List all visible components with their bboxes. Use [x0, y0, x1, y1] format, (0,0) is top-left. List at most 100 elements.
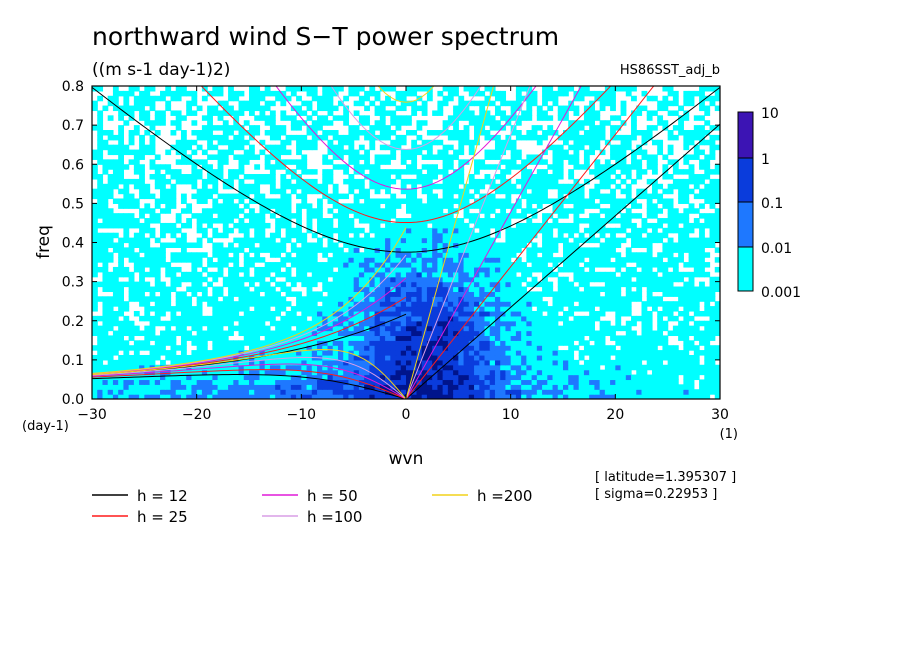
- spectrum-cell: [353, 164, 360, 170]
- spectrum-cell: [583, 164, 590, 170]
- spectrum-cell: [180, 335, 187, 341]
- spectrum-cell: [521, 335, 527, 341]
- spectrum-cell: [238, 345, 245, 351]
- spectrum-cell: [683, 286, 690, 293]
- spectrum-cell: [301, 178, 308, 185]
- spectrum-cell: [563, 296, 569, 302]
- spectrum-cell: [243, 237, 250, 244]
- spectrum-cell: [641, 306, 648, 312]
- spectrum-cell: [557, 183, 564, 190]
- spectrum-cell: [678, 178, 684, 185]
- spectrum-cell: [144, 144, 151, 151]
- spectrum-cell: [296, 218, 302, 224]
- spectrum-cell: [651, 369, 658, 376]
- spectrum-cell: [474, 350, 480, 356]
- spectrum-cell: [521, 354, 527, 361]
- spectrum-cell: [620, 389, 627, 395]
- spectrum-cell: [170, 384, 177, 390]
- spectrum-cell: [662, 232, 669, 239]
- spectrum-cell: [458, 178, 465, 185]
- spectrum-cell: [337, 222, 344, 229]
- spectrum-cell: [379, 252, 386, 258]
- spectrum-cell: [521, 384, 527, 390]
- spectrum-cell: [578, 340, 585, 346]
- spectrum-cell: [358, 208, 365, 214]
- spectrum-cell: [463, 335, 470, 341]
- spectrum-cell: [683, 374, 690, 381]
- spectrum-cell: [657, 144, 664, 151]
- spectrum-cell: [400, 281, 407, 288]
- spectrum-cell: [683, 178, 690, 185]
- spectrum-cell: [447, 310, 454, 317]
- spectrum-cell: [212, 276, 219, 283]
- spectrum-cell: [416, 301, 423, 307]
- spectrum-cell: [102, 169, 109, 175]
- spectrum-cell: [599, 252, 606, 258]
- spectrum-cell: [458, 247, 465, 253]
- spectrum-cell: [207, 188, 213, 195]
- spectrum-cell: [510, 354, 517, 361]
- spectrum-cell: [395, 266, 402, 273]
- spectrum-cell: [285, 159, 292, 165]
- spectrum-cell: [688, 301, 695, 307]
- spectrum-cell: [249, 188, 255, 195]
- spectrum-cell: [97, 257, 104, 263]
- spectrum-cell: [233, 389, 240, 395]
- spectrum-cell: [458, 394, 465, 399]
- spectrum-cell: [296, 301, 302, 307]
- spectrum-cell: [385, 394, 391, 399]
- spectrum-cell: [133, 218, 140, 224]
- spectrum-cell: [254, 154, 261, 160]
- spectrum-cell: [306, 218, 313, 224]
- spectrum-cell: [693, 222, 700, 229]
- spectrum-cell: [353, 325, 360, 332]
- spectrum-cell: [662, 364, 669, 371]
- spectrum-cell: [337, 374, 344, 381]
- spectrum-cell: [479, 389, 486, 395]
- spectrum-cell: [678, 227, 684, 234]
- spectrum-cell: [343, 252, 350, 258]
- spectrum-cell: [311, 325, 318, 332]
- spectrum-cell: [563, 266, 569, 273]
- spectrum-cell: [563, 188, 569, 195]
- spectrum-cell: [683, 218, 690, 224]
- spectrum-cell: [510, 369, 517, 376]
- spectrum-cell: [542, 281, 548, 288]
- spectrum-cell: [672, 159, 679, 165]
- spectrum-cell: [296, 389, 302, 395]
- spectrum-cell: [526, 364, 533, 371]
- spectrum-cell: [662, 374, 669, 381]
- spectrum-cell: [364, 394, 370, 399]
- spectrum-cell: [275, 394, 281, 399]
- spectrum-cell: [369, 198, 376, 204]
- spectrum-cell: [285, 227, 292, 234]
- spectrum-cell: [521, 301, 527, 307]
- spectrum-cell: [222, 247, 229, 253]
- spectrum-cell: [144, 325, 151, 332]
- spectrum-cell: [296, 325, 302, 332]
- spectrum-cell: [254, 379, 261, 385]
- spectrum-cell: [683, 262, 690, 268]
- spectrum-cell: [583, 218, 590, 224]
- spectrum-cell: [301, 364, 308, 371]
- spectrum-cell: [594, 247, 601, 253]
- spectrum-cell: [625, 340, 632, 346]
- spectrum-cell: [191, 169, 198, 175]
- spectrum-cell: [599, 330, 606, 337]
- spectrum-cell: [243, 291, 250, 297]
- spectrum-cell: [207, 178, 213, 185]
- spectrum-cell: [416, 222, 423, 229]
- spectrum-cell: [400, 262, 407, 268]
- spectrum-cell: [123, 193, 130, 200]
- spectrum-cell: [426, 252, 433, 258]
- spectrum-cell: [222, 227, 229, 234]
- spectrum-cell: [180, 306, 187, 312]
- spectrum-cell: [353, 257, 360, 263]
- spectrum-cell: [505, 203, 512, 209]
- spectrum-cell: [311, 139, 318, 146]
- spectrum-cell: [406, 310, 412, 317]
- spectrum-cell: [521, 286, 527, 293]
- spectrum-cell: [306, 208, 313, 214]
- spectrum-cell: [233, 340, 240, 346]
- spectrum-cell: [542, 330, 548, 337]
